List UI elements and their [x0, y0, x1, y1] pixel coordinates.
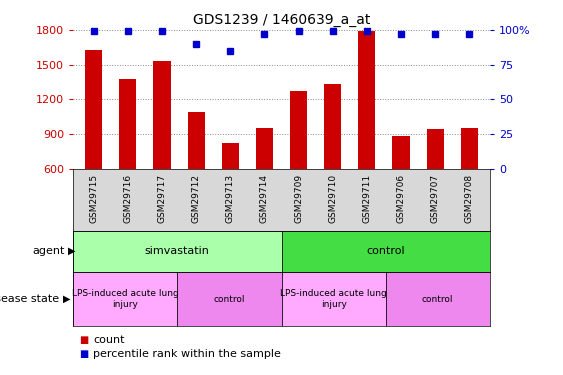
Text: LPS-induced acute lung
injury: LPS-induced acute lung injury [280, 290, 387, 309]
Text: GSM29717: GSM29717 [158, 174, 167, 223]
Bar [187, 112, 205, 169]
Text: GSM29715: GSM29715 [89, 174, 98, 223]
Text: percentile rank within the sample: percentile rank within the sample [93, 350, 281, 359]
Bar [358, 31, 376, 169]
Text: ■: ■ [79, 350, 88, 359]
Bar [427, 129, 444, 169]
Text: disease state: disease state [0, 294, 59, 304]
Bar [290, 91, 307, 169]
Text: control: control [422, 295, 453, 304]
Bar [177, 272, 282, 326]
Bar [73, 231, 282, 272]
Text: ▶: ▶ [68, 246, 75, 256]
Bar [85, 50, 102, 169]
Bar [119, 79, 136, 169]
Bar [392, 136, 409, 169]
Text: GDS1239 / 1460639_a_at: GDS1239 / 1460639_a_at [193, 13, 370, 27]
Text: ■: ■ [79, 335, 88, 345]
Bar [222, 143, 239, 169]
Text: GSM29712: GSM29712 [191, 174, 200, 223]
Bar [282, 272, 386, 326]
Text: GSM29710: GSM29710 [328, 174, 337, 223]
Text: GSM29714: GSM29714 [260, 174, 269, 223]
Text: GSM29716: GSM29716 [123, 174, 132, 223]
Bar [73, 272, 177, 326]
Text: agent: agent [32, 246, 65, 256]
Text: GSM29713: GSM29713 [226, 174, 235, 223]
Bar [154, 61, 171, 169]
Text: GSM29709: GSM29709 [294, 174, 303, 223]
Bar [256, 128, 273, 169]
Text: GSM29711: GSM29711 [363, 174, 372, 223]
Bar [386, 272, 490, 326]
Text: LPS-induced acute lung
injury: LPS-induced acute lung injury [72, 290, 178, 309]
Text: GSM29707: GSM29707 [431, 174, 440, 223]
Text: control: control [367, 246, 405, 256]
Text: GSM29706: GSM29706 [396, 174, 405, 223]
Text: control: control [214, 295, 245, 304]
Text: GSM29708: GSM29708 [465, 174, 474, 223]
Bar [461, 128, 478, 169]
Text: count: count [93, 335, 124, 345]
Text: simvastatin: simvastatin [145, 246, 210, 256]
Text: ▶: ▶ [63, 294, 70, 304]
Bar [282, 231, 490, 272]
Bar [324, 84, 341, 169]
